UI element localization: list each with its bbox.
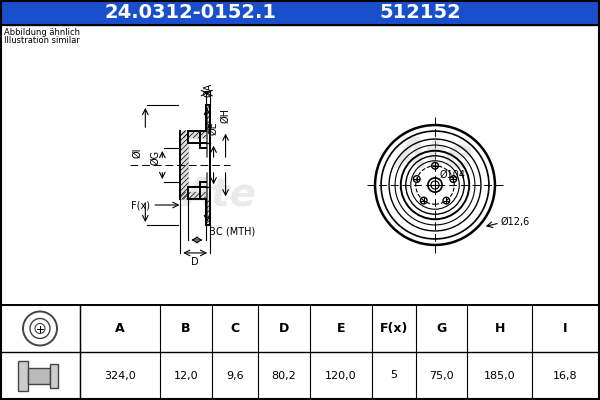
- Text: Ate: Ate: [396, 134, 474, 176]
- Text: Ø12,6: Ø12,6: [501, 217, 530, 227]
- Polygon shape: [206, 199, 210, 225]
- Text: G: G: [436, 322, 446, 335]
- Text: B: B: [209, 227, 215, 237]
- Text: 9,6: 9,6: [226, 370, 244, 380]
- Text: 12,0: 12,0: [173, 370, 198, 380]
- Polygon shape: [181, 131, 206, 138]
- Bar: [28, 368, 50, 384]
- Text: F(x): F(x): [380, 322, 408, 335]
- Bar: [1, 305, 599, 399]
- Text: 324,0: 324,0: [104, 370, 136, 380]
- Text: Ate: Ate: [184, 176, 257, 214]
- Text: E: E: [337, 322, 345, 335]
- Text: A: A: [115, 322, 125, 335]
- Text: Abbildung ähnlich: Abbildung ähnlich: [4, 28, 80, 37]
- Text: ØG: ØG: [151, 150, 160, 164]
- Text: Ø104: Ø104: [440, 170, 466, 180]
- Text: 16,8: 16,8: [553, 370, 578, 380]
- Text: 185,0: 185,0: [484, 370, 515, 380]
- Polygon shape: [181, 131, 188, 199]
- Text: ØI: ØI: [133, 148, 142, 158]
- Text: B: B: [181, 322, 191, 335]
- Text: ØE: ØE: [209, 121, 218, 135]
- Text: ØH: ØH: [221, 108, 230, 123]
- Text: C: C: [230, 322, 239, 335]
- Text: 24.0312-0152.1: 24.0312-0152.1: [104, 4, 276, 22]
- Bar: [50, 364, 58, 388]
- Text: 512152: 512152: [379, 4, 461, 22]
- Text: C (MTH): C (MTH): [215, 227, 255, 237]
- Polygon shape: [181, 192, 206, 199]
- Text: 120,0: 120,0: [325, 370, 356, 380]
- Text: D: D: [279, 322, 289, 335]
- Text: 80,2: 80,2: [272, 370, 296, 380]
- Text: F(x): F(x): [131, 200, 151, 210]
- Text: 75,0: 75,0: [429, 370, 454, 380]
- Text: ØA: ØA: [203, 83, 213, 97]
- Bar: [18, 360, 28, 390]
- Polygon shape: [206, 105, 210, 131]
- Text: 5: 5: [390, 370, 397, 380]
- Bar: [0, 0, 600, 25]
- Text: D: D: [191, 257, 199, 267]
- Text: I: I: [563, 322, 568, 335]
- Text: H: H: [494, 322, 505, 335]
- Text: Illustration similar: Illustration similar: [4, 36, 80, 45]
